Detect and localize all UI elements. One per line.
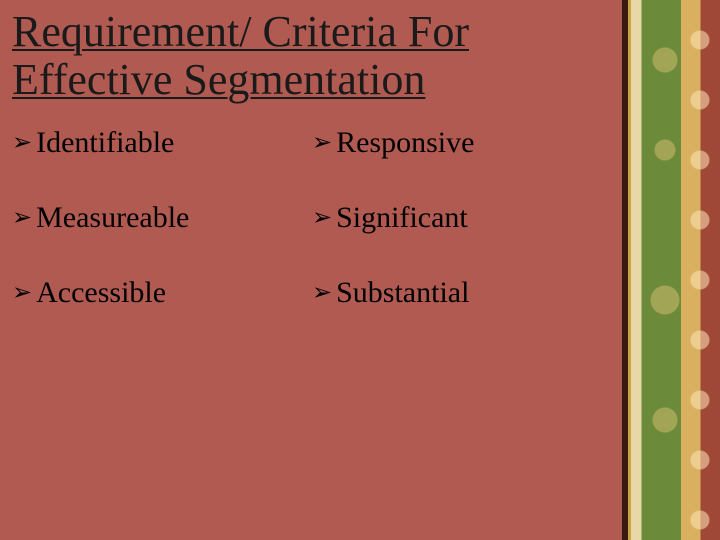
list-item: ➢ Measureable: [12, 201, 312, 234]
arrow-bullet-icon: ➢: [312, 205, 332, 231]
arrow-bullet-icon: ➢: [12, 130, 32, 156]
list-item: ➢ Identifiable: [12, 126, 312, 159]
list-item: ➢ Significant: [312, 201, 608, 234]
arrow-bullet-icon: ➢: [12, 280, 32, 306]
list-item-label: Substantial: [336, 276, 469, 309]
list-item-label: Identifiable: [36, 126, 174, 159]
list-item: ➢ Substantial: [312, 276, 608, 309]
content-area: ➢ Identifiable ➢ Responsive ➢ Measureabl…: [12, 126, 608, 351]
list-row: ➢ Accessible ➢ Substantial: [12, 276, 608, 309]
list-item-label: Measureable: [36, 201, 189, 234]
arrow-bullet-icon: ➢: [312, 280, 332, 306]
list-item-label: Significant: [336, 201, 468, 234]
slide: Requirement/ Criteria For Effective Segm…: [0, 0, 720, 540]
arrow-bullet-icon: ➢: [12, 205, 32, 231]
slide-title: Requirement/ Criteria For Effective Segm…: [12, 8, 602, 103]
list-item-label: Responsive: [336, 126, 474, 159]
title-box: Requirement/ Criteria For Effective Segm…: [6, 4, 608, 111]
decorative-strip: [622, 0, 720, 540]
list-item-label: Accessible: [36, 276, 166, 309]
arrow-bullet-icon: ➢: [312, 130, 332, 156]
list-item: ➢ Accessible: [12, 276, 312, 309]
list-item: ➢ Responsive: [312, 126, 608, 159]
list-row: ➢ Measureable ➢ Significant: [12, 201, 608, 234]
list-row: ➢ Identifiable ➢ Responsive: [12, 126, 608, 159]
